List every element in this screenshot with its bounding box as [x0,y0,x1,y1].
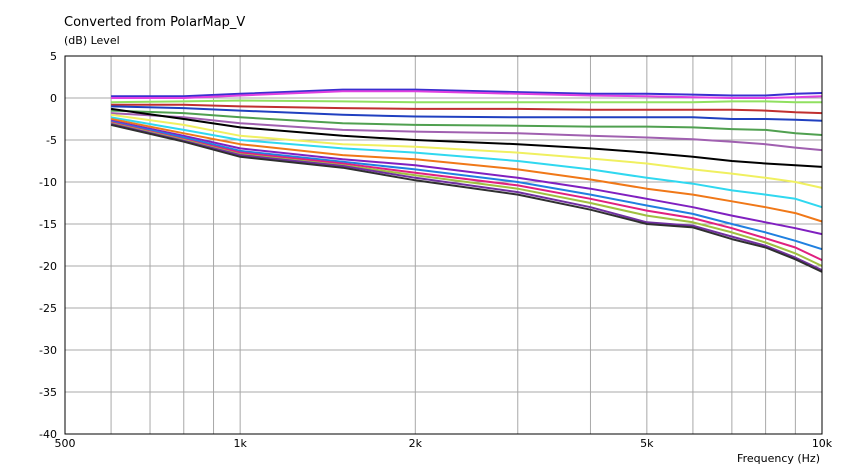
series-line-9 [110,113,823,189]
x-tick-label: 10k [812,437,833,450]
y-ticks: 5 0 -5 -10 -15 -20 -25 -30 -35 -40 [39,50,57,441]
x-tick-label: 5k [640,437,654,450]
series-line-5 [111,105,823,122]
series-line-1 [111,88,823,98]
series-line-14 [110,121,823,262]
x-axis-label: Frequency (Hz) [737,452,820,465]
y-tick-label: 5 [50,50,57,63]
y-tick-label: 0 [50,92,57,105]
y-tick-label: -40 [39,428,57,441]
series-line-2 [111,90,823,99]
series-line-7 [111,112,823,152]
y-axis-label: (dB) Level [64,34,120,47]
y-tick-label: -15 [39,218,57,231]
series-lines [110,88,823,273]
x-tick-label: 500 [55,437,76,450]
series-line-13 [110,120,823,251]
y-tick-label: -25 [39,302,57,315]
series-line-6 [111,109,823,136]
series-line-8 [110,107,823,168]
x-ticks: 500 1k 2k 5k 10k [55,437,833,450]
series-line-11 [110,118,823,223]
x-tick-label: 2k [409,437,423,450]
chart-title: Converted from PolarMap_V [64,15,245,30]
series-line-17 [110,123,823,273]
plot-frame [64,55,823,435]
series-line-12 [110,119,823,236]
x-tick-label: 1k [233,437,247,450]
series-line-16 [110,123,823,272]
series-line-3 [111,99,822,104]
y-tick-label: -10 [39,176,57,189]
y-tick-label: -30 [39,344,57,357]
y-tick-label: -35 [39,386,57,399]
y-tick-label: -5 [46,134,57,147]
series-line-10 [110,116,823,209]
y-tick-label: -20 [39,260,57,273]
series-line-4 [111,103,823,115]
